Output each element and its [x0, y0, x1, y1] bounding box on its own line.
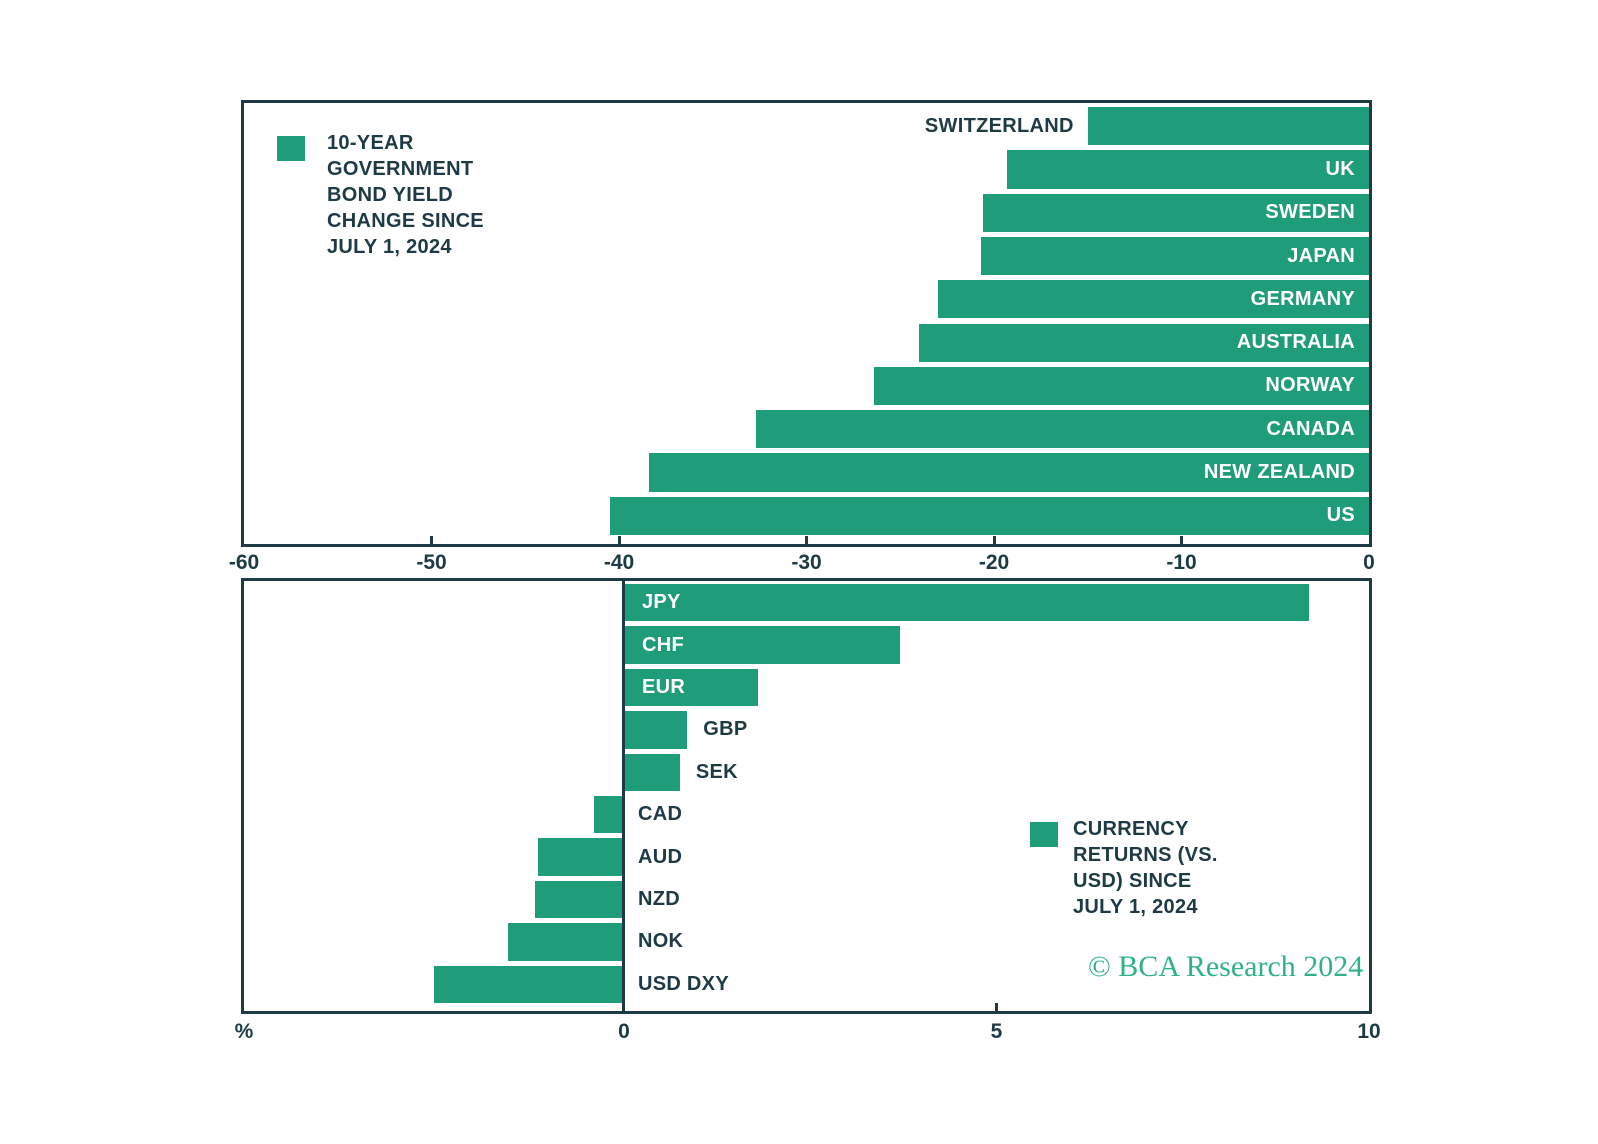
- x-tick-label: 0: [618, 1020, 630, 1043]
- legend-line: BOND YIELD: [327, 184, 453, 206]
- currency-x-axis: 0 5 10%: [235, 1020, 1381, 1050]
- bar-gbp: [623, 711, 688, 749]
- bar-eur: [623, 668, 759, 707]
- bar-nok: [508, 923, 624, 961]
- x-tick-label: -60: [228, 551, 260, 574]
- legend-line: CHANGE SINCE: [327, 210, 484, 232]
- bar-usd-dxy: [433, 965, 624, 1003]
- zero-axis-line: [622, 581, 626, 1011]
- currency-legend-swatch: [1030, 822, 1058, 847]
- bar-label: JPY: [641, 591, 681, 614]
- bar-label: JAPAN: [1287, 244, 1355, 267]
- currency-returns-chart: JPY CHF EUR GBP SEK CAD AUD NZD NOK USD DXY: [241, 578, 1372, 1014]
- bar-label: USD DXY: [637, 972, 729, 995]
- bar-label: UK: [1325, 157, 1355, 180]
- bar-label: GBP: [703, 718, 748, 741]
- bar-label: AUD: [637, 845, 683, 868]
- bar-sek: [623, 753, 680, 791]
- bar-cad: [594, 796, 624, 834]
- x-tick-label: 5: [990, 1020, 1003, 1043]
- legend-line: GOVERNMENT: [327, 158, 474, 180]
- bar-label: AUSTRALIA: [1236, 331, 1355, 354]
- bond-yield-chart: SWITZERLAND UK SWEDEN JAPAN GERMANY AUSTRALIA…: [241, 100, 1372, 547]
- x-tick-mark: [430, 536, 433, 544]
- bond-yield-x-axis: -60 -50 -40 -30 -20 -10 0: [229, 551, 1375, 581]
- bar-japan: [980, 236, 1369, 276]
- bar-germany: [937, 280, 1369, 319]
- bar-label: US: [1326, 504, 1355, 527]
- x-tick-mark: [1180, 536, 1183, 544]
- bar-jpy: [623, 584, 1310, 622]
- bar-australia: [919, 323, 1369, 362]
- bar-label: EUR: [641, 675, 686, 698]
- x-tick-mark: [617, 536, 621, 544]
- bar-label: CAD: [637, 803, 683, 826]
- x-tick-label: -30: [791, 551, 822, 574]
- bar-switzerland: [1087, 107, 1369, 146]
- bar-uk: [1007, 150, 1369, 189]
- x-tick-label: 10: [1357, 1020, 1381, 1043]
- bar-label: CANADA: [1266, 417, 1355, 440]
- legend-line: 10-YEAR: [327, 132, 414, 154]
- bar-us: [609, 496, 1369, 535]
- bar-label: SWEDEN: [1265, 201, 1355, 224]
- bar-label: NZD: [637, 887, 680, 910]
- legend-line: JULY 1, 2024: [1073, 896, 1198, 918]
- bar-norway: [874, 366, 1369, 406]
- x-tick-label: -40: [603, 551, 635, 574]
- x-tick-label: -10: [1166, 551, 1197, 574]
- bca-research-copyright: © BCA Research 2024: [1088, 950, 1364, 983]
- legend-line: CURRENCY: [1073, 818, 1189, 840]
- bond-yield-legend: 10-YEAR GOVERNMENT BOND YIELD CHANGE SIN…: [327, 130, 484, 260]
- legend-line: RETURNS (VS.: [1073, 844, 1218, 866]
- bar-label: NORWAY: [1265, 374, 1355, 397]
- bar-aud: [538, 838, 624, 876]
- x-tick-label: 0: [1363, 551, 1375, 574]
- bar-label: SWITZERLAND: [924, 114, 1074, 137]
- x-tick-label: -50: [416, 551, 447, 574]
- currency-legend: CURRENCY RETURNS (VS. USD) SINCE JULY 1,…: [1073, 816, 1218, 920]
- bar-label: NEW ZEALAND: [1203, 461, 1355, 484]
- bar-new-zealand: [649, 453, 1369, 492]
- bar-nzd: [534, 880, 624, 919]
- bar-label: NOK: [637, 930, 684, 953]
- bar-canada: [755, 410, 1369, 449]
- x-axis-unit-label: %: [234, 1020, 254, 1043]
- bar-label: CHF: [641, 633, 684, 656]
- x-tick-label: -20: [978, 551, 1010, 574]
- bond-yield-legend-swatch: [277, 136, 305, 161]
- bar-label: SEK: [695, 760, 738, 783]
- x-tick-mark: [992, 536, 996, 544]
- bar-label: GERMANY: [1250, 287, 1355, 310]
- bar-chf: [623, 626, 900, 664]
- legend-line: USD) SINCE: [1073, 870, 1192, 892]
- bar-sweden: [982, 193, 1369, 232]
- legend-line: JULY 1, 2024: [327, 236, 452, 258]
- x-tick-mark: [994, 1003, 998, 1011]
- x-tick-mark: [805, 536, 808, 544]
